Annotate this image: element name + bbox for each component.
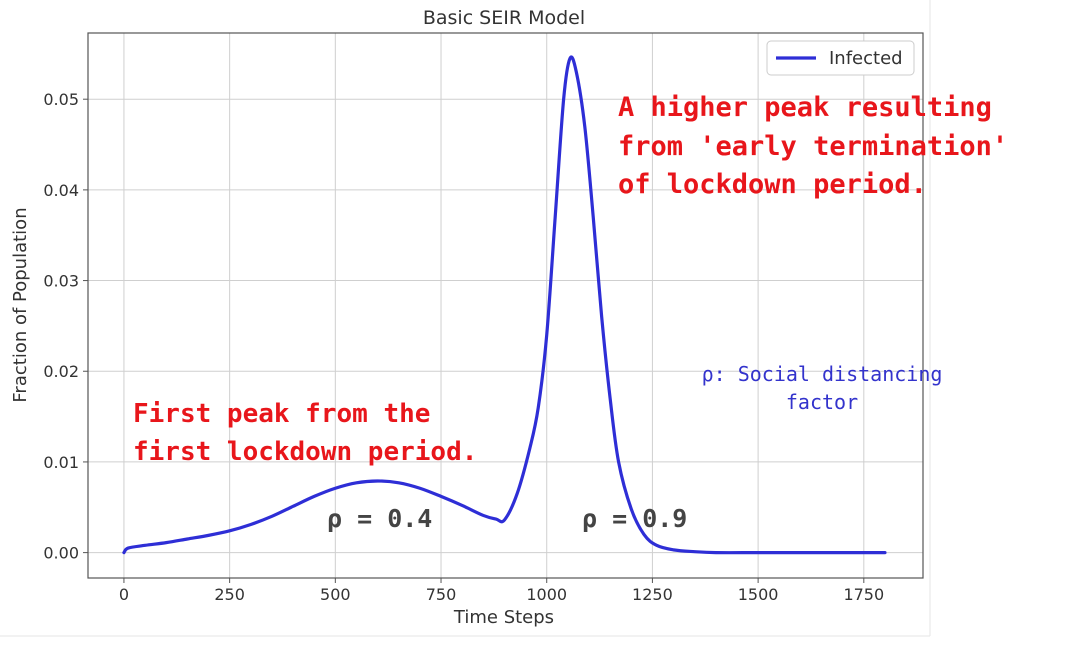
y-axis-ticks: 0.00 0.01 0.02 0.03 0.04 0.05: [43, 90, 88, 563]
annotation-rho-definition: ρ: Social distancing factor: [702, 362, 943, 414]
legend: Infected: [766, 40, 915, 76]
grid-lines: [88, 33, 923, 578]
x-tick-label: 750: [426, 585, 457, 604]
y-tick-label: 0.04: [43, 181, 79, 200]
y-tick-label: 0.05: [43, 90, 79, 109]
y-axis-label: Fraction of Population: [10, 207, 31, 402]
legend-label: Infected: [829, 48, 903, 69]
y-tick-label: 0.00: [43, 544, 79, 563]
annotation-rho-second: ρ = 0.9: [582, 504, 687, 533]
infected-series-line: [122, 55, 887, 555]
x-tick-label: 1250: [632, 585, 673, 604]
x-tick-label: 1500: [738, 585, 779, 604]
x-tick-label: 0: [119, 585, 129, 604]
annotation-higher-peak: A higher peak resulting from 'early term…: [618, 92, 1008, 200]
annotation-higher-peak-line3: of lockdown period.: [618, 169, 927, 200]
annotation-first-peak-line1: First peak from the: [133, 399, 430, 429]
y-tick-label: 0.01: [43, 453, 79, 472]
legend-box: [766, 40, 915, 76]
annotation-rho-definition-line1: ρ: Social distancing: [702, 362, 943, 386]
annotation-first-peak: First peak from the first lockdown perio…: [133, 399, 477, 467]
x-axis-ticks: 0 250 500 750 1000 1250 1500 1750: [119, 578, 884, 604]
y-tick-label: 0.02: [43, 362, 79, 381]
annotation-first-peak-line2: first lockdown period.: [133, 437, 477, 467]
annotation-higher-peak-line1: A higher peak resulting: [618, 92, 992, 123]
x-tick-label: 500: [320, 585, 351, 604]
x-tick-label: 1750: [843, 585, 884, 604]
plot-area-frame: [87, 32, 924, 579]
chart-title: Basic SEIR Model: [423, 7, 585, 29]
x-tick-label: 250: [214, 585, 245, 604]
x-axis-label: Time Steps: [453, 607, 554, 628]
annotation-rho-definition-line2: factor: [786, 390, 858, 414]
y-tick-label: 0.03: [43, 272, 79, 291]
x-tick-label: 1000: [526, 585, 567, 604]
annotation-rho-first: ρ = 0.4: [327, 504, 432, 533]
annotation-higher-peak-line2: from 'early termination': [618, 131, 1008, 162]
